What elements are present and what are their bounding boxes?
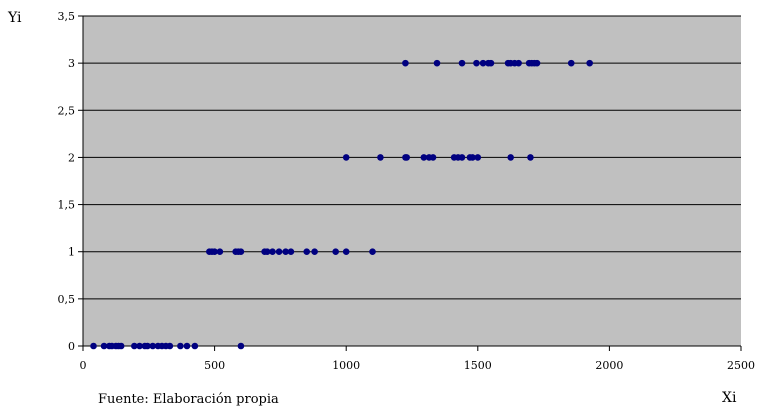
y-tick-label: 2,5 [58, 104, 76, 117]
data-point [527, 154, 534, 161]
y-tick-label: 1,5 [58, 199, 76, 212]
data-point [402, 59, 409, 67]
data-point [166, 342, 174, 350]
data-point [136, 342, 143, 350]
data-point [458, 154, 466, 161]
data-point [458, 59, 466, 67]
data-point [269, 248, 276, 256]
y-tick-label: 0 [68, 340, 75, 353]
data-point [216, 248, 224, 256]
data-point [117, 342, 125, 350]
x-tick-label: 2000 [595, 359, 623, 372]
data-point [567, 59, 575, 67]
data-point [282, 248, 289, 256]
plot-area [83, 16, 741, 346]
x-tick-label: 500 [204, 359, 225, 372]
data-point [287, 248, 295, 256]
data-point [100, 342, 108, 350]
y-tick-label: 2 [68, 151, 75, 164]
data-point [487, 59, 495, 67]
data-point [237, 248, 245, 256]
data-point [263, 248, 271, 256]
data-point [586, 59, 593, 67]
data-point [507, 154, 514, 161]
data-point [473, 59, 480, 67]
y-tick-label: 0,5 [58, 293, 76, 306]
data-point [474, 154, 482, 161]
x-tick-labels: 0 500 1000 1500 2000 2500 [80, 359, 756, 372]
data-point [403, 154, 411, 161]
data-point [237, 342, 245, 350]
data-point [469, 154, 476, 161]
data-point [275, 248, 283, 256]
data-point [420, 154, 428, 161]
x-tick-label: 0 [80, 359, 87, 372]
x-tick-label: 1000 [332, 359, 360, 372]
y-axis-label: Yi [7, 10, 22, 26]
data-point [183, 342, 191, 350]
y-tick-labels: 0 0,5 1 1,5 2 2,5 3 3,5 [58, 10, 76, 353]
gridlines [83, 15, 741, 300]
y-tick-label: 3,5 [58, 10, 76, 23]
x-tick-label: 1500 [464, 359, 492, 372]
data-point [377, 154, 384, 161]
data-point [177, 342, 184, 350]
x-axis-label: Xi [722, 390, 737, 406]
data-point [131, 342, 138, 350]
data-point [303, 248, 311, 256]
data-point [429, 154, 437, 161]
data-point [191, 342, 199, 350]
x-tick-label: 2500 [727, 359, 755, 372]
data-point [433, 59, 441, 67]
y-tick-label: 1 [68, 246, 75, 259]
data-point [369, 248, 376, 256]
data-point [515, 59, 522, 67]
data-point [342, 248, 350, 256]
data-point [311, 248, 318, 256]
data-point [533, 59, 541, 67]
data-point [90, 342, 97, 350]
y-tick-label: 3 [68, 57, 75, 70]
data-point [211, 248, 218, 256]
source-note: Fuente: Elaboración propia [98, 392, 279, 407]
data-point [342, 154, 350, 161]
data-point [149, 342, 157, 350]
data-points [90, 59, 593, 350]
data-point [332, 248, 339, 256]
data-point [479, 59, 487, 67]
data-point [144, 342, 151, 350]
